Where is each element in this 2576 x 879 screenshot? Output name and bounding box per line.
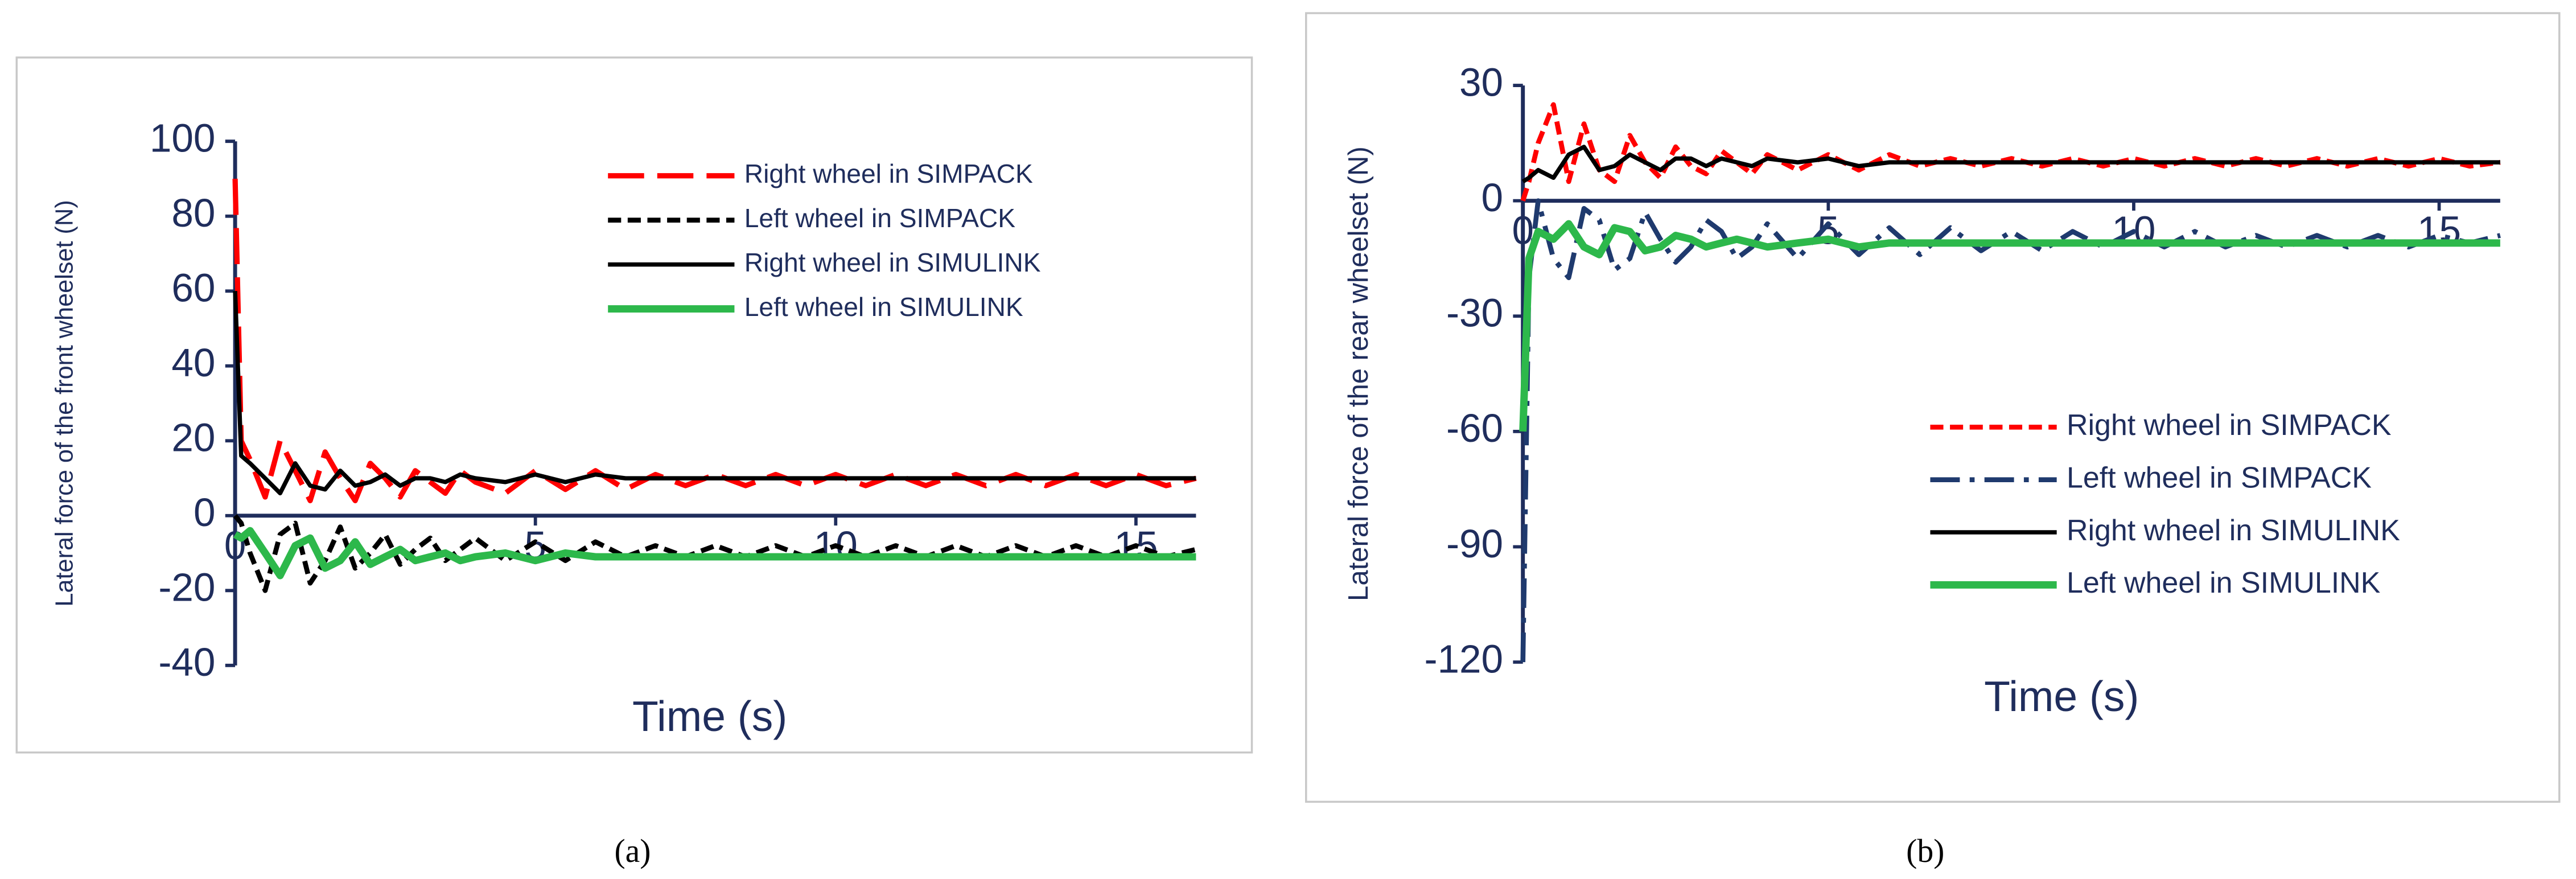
series-line bbox=[232, 178, 1197, 503]
y-tick-label: 100 bbox=[150, 116, 216, 160]
frame-b bbox=[1305, 12, 2561, 803]
y-tick-label: 40 bbox=[171, 340, 215, 385]
y-tick-label: 30 bbox=[1459, 60, 1503, 104]
x-axis-title: Time (s) bbox=[632, 692, 787, 740]
legend-label: Left wheel in SIMULINK bbox=[744, 292, 1023, 322]
y-tick-label: -40 bbox=[158, 640, 215, 684]
series-line bbox=[1519, 220, 2500, 432]
legend-label: Right wheel in SIMPACK bbox=[744, 159, 1033, 188]
caption: (b) bbox=[1906, 833, 1944, 869]
y-axis-title: Lateral force of the rear wheelset (N) bbox=[1343, 146, 1374, 601]
series-line bbox=[233, 527, 1196, 580]
legend-label: Left wheel in SIMPACK bbox=[744, 203, 1016, 233]
frame-a bbox=[15, 56, 1253, 754]
y-tick-label: -20 bbox=[158, 565, 215, 610]
series-line bbox=[1521, 145, 2500, 184]
legend-label: Left wheel in SIMPACK bbox=[2067, 461, 2372, 494]
y-tick-label: 0 bbox=[1482, 175, 1504, 220]
series-line bbox=[233, 290, 1196, 496]
y-tick-label: 0 bbox=[194, 490, 216, 535]
caption: (a) bbox=[614, 833, 651, 869]
legend-label: Right wheel in SIMULINK bbox=[744, 248, 1041, 277]
y-tick-label: 80 bbox=[171, 191, 215, 235]
y-tick-label: -120 bbox=[1424, 636, 1503, 681]
y-tick-label: -60 bbox=[1446, 406, 1503, 450]
legend-label: Right wheel in SIMPACK bbox=[2067, 409, 2392, 442]
y-tick-label: 20 bbox=[171, 416, 215, 460]
legend-label: Left wheel in SIMULINK bbox=[2067, 566, 2381, 599]
y-tick-label: -90 bbox=[1446, 521, 1503, 566]
y-axis-title: Lateral force of the front wheelset (N) bbox=[51, 200, 78, 606]
x-tick-label: 0 bbox=[224, 523, 246, 568]
series-line bbox=[1520, 102, 2501, 202]
y-tick-label: 60 bbox=[171, 266, 215, 310]
x-axis-title: Time (s) bbox=[1984, 672, 2139, 720]
legend-label: Right wheel in SIMULINK bbox=[2067, 514, 2400, 547]
y-tick-label: -30 bbox=[1446, 291, 1503, 335]
series-line bbox=[1520, 198, 2501, 663]
